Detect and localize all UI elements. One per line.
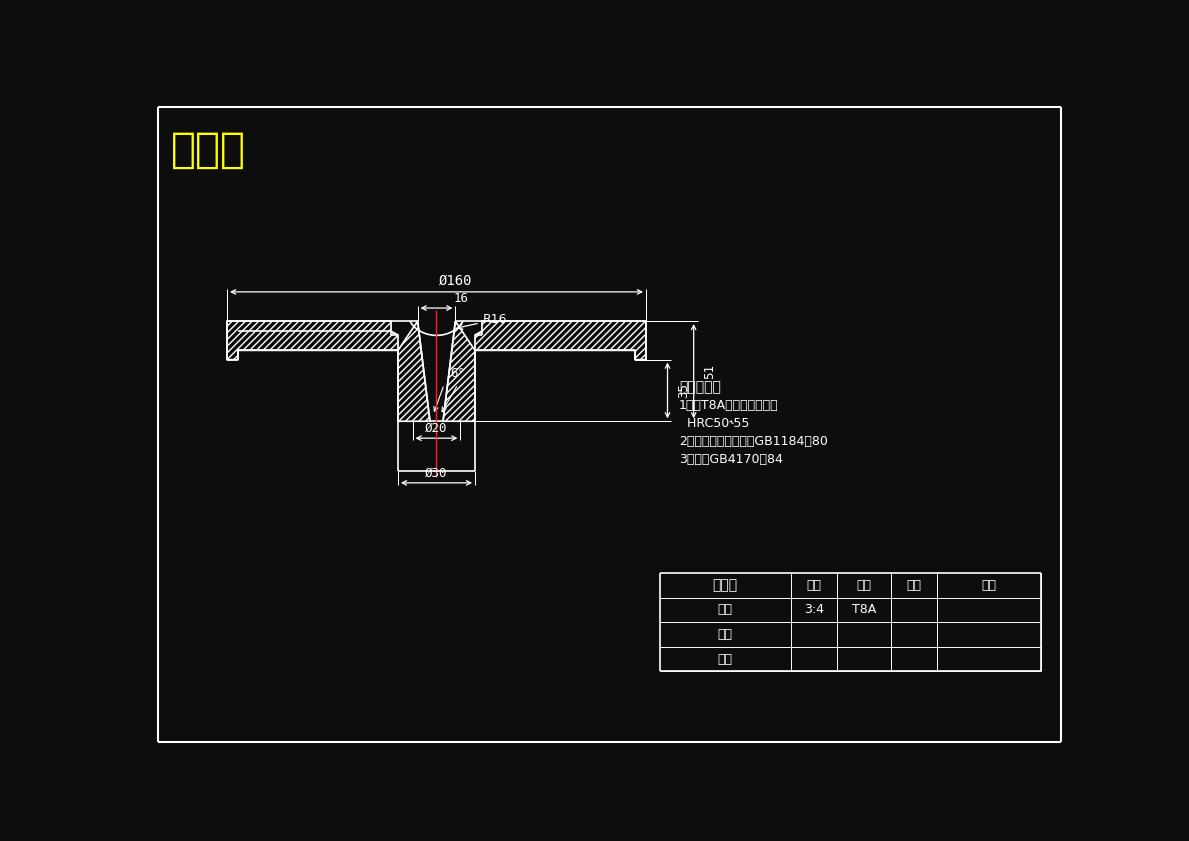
Text: Ø160: Ø160 (439, 274, 472, 288)
Polygon shape (398, 321, 430, 421)
Text: 审核: 审核 (718, 628, 732, 641)
Text: 比例: 比例 (806, 579, 822, 592)
Text: Ø20: Ø20 (426, 422, 448, 435)
Text: 日期: 日期 (718, 653, 732, 666)
Text: 1采用T8A，进行淡火处理: 1采用T8A，进行淡火处理 (679, 399, 779, 411)
Text: 班级: 班级 (906, 579, 921, 592)
Text: HRC50˞55: HRC50˞55 (679, 416, 749, 430)
Text: 16: 16 (454, 292, 468, 305)
Text: 学号: 学号 (981, 579, 996, 592)
Text: R16: R16 (458, 313, 508, 330)
Polygon shape (443, 321, 474, 421)
Text: 6°: 6° (451, 367, 465, 380)
Text: 2图中标注的公差值按GB1184－80: 2图中标注的公差值按GB1184－80 (679, 435, 828, 447)
Text: 3其他按GB4170－84: 3其他按GB4170－84 (679, 452, 782, 466)
Text: 制图: 制图 (718, 603, 732, 616)
Text: 51: 51 (703, 363, 716, 378)
Polygon shape (474, 321, 646, 360)
Text: 3:4: 3:4 (804, 603, 824, 616)
Text: 35: 35 (677, 383, 690, 398)
Text: Ø30: Ø30 (426, 467, 448, 479)
Text: T8A: T8A (851, 603, 876, 616)
Polygon shape (227, 321, 398, 360)
Text: 主流道: 主流道 (171, 129, 246, 171)
Text: 技术要求：: 技术要求： (679, 380, 721, 394)
Text: 材料: 材料 (856, 579, 872, 592)
Text: 主流道: 主流道 (712, 579, 738, 592)
